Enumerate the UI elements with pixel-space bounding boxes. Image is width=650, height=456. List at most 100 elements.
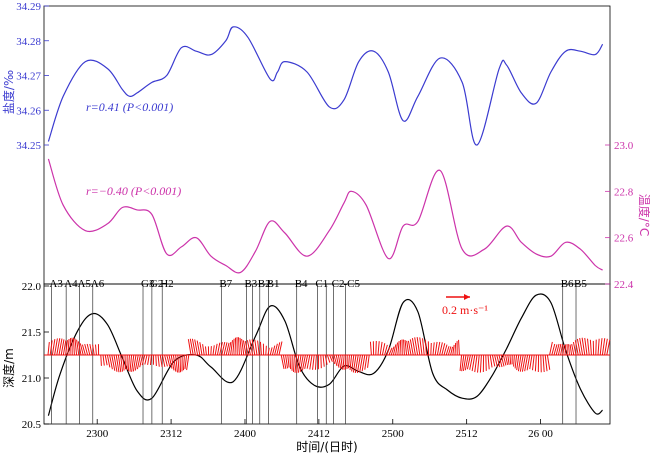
- current-vector: [113, 354, 118, 372]
- current-vector: [139, 354, 144, 368]
- current-vector: [479, 354, 482, 373]
- current-vector: [349, 354, 353, 371]
- current-vector: [411, 338, 416, 356]
- current-vector: [384, 344, 388, 356]
- current-vector: [555, 343, 560, 356]
- current-vector: [122, 354, 125, 371]
- current-vector: [584, 337, 588, 356]
- current-vector: [462, 354, 467, 372]
- current-vector: [109, 354, 113, 370]
- current-vector: [254, 339, 258, 356]
- event-label: B5: [574, 278, 587, 290]
- current-vector: [388, 347, 393, 356]
- current-vector: [149, 354, 152, 366]
- current-vector: [524, 354, 529, 372]
- current-vector: [516, 354, 520, 371]
- current-vector: [443, 344, 448, 356]
- current-vector: [168, 354, 173, 369]
- current-vector: [244, 340, 249, 356]
- salinity-tick-label: 34.29: [16, 1, 41, 13]
- current-vector: [422, 338, 425, 356]
- current-vector: [251, 339, 256, 356]
- current-vector: [106, 354, 111, 368]
- current-vector: [147, 354, 150, 365]
- current-vector: [299, 354, 304, 372]
- current-vector: [445, 346, 450, 356]
- current-vector: [381, 343, 386, 356]
- current-vector: [519, 354, 524, 372]
- current-vector: [227, 341, 232, 356]
- current-vector: [474, 354, 478, 373]
- current-vector: [219, 342, 223, 356]
- current-vector: [340, 354, 344, 370]
- temperature-tick-label: 22.6: [614, 233, 634, 245]
- current-vector: [507, 354, 510, 365]
- current-vector: [395, 342, 399, 356]
- current-vector: [509, 354, 512, 365]
- current-vector: [407, 340, 412, 356]
- event-label: B4: [295, 278, 308, 290]
- current-vector: [529, 354, 533, 370]
- current-vector: [102, 354, 105, 366]
- current-vector: [166, 354, 171, 367]
- current-vector: [84, 344, 89, 356]
- current-vector: [441, 343, 446, 356]
- current-vector: [599, 338, 603, 356]
- x-tick-label: 2512: [456, 428, 478, 440]
- current-vector: [161, 354, 166, 367]
- current-vector: [403, 339, 405, 356]
- x-tick-label: 2400: [234, 428, 257, 440]
- current-vector: [54, 338, 58, 356]
- current-vector: [392, 344, 397, 356]
- current-vector: [289, 354, 292, 370]
- salinity-tick-label: 34.28: [16, 36, 41, 48]
- current-vector: [159, 354, 163, 368]
- current-vector: [601, 338, 606, 356]
- current-vector: [76, 339, 80, 356]
- event-label: G3: [141, 278, 155, 290]
- current-vector: [496, 354, 501, 368]
- current-vector: [304, 354, 309, 369]
- event-label: A6: [91, 278, 105, 290]
- current-vector: [314, 354, 317, 370]
- current-vector: [517, 354, 522, 372]
- current-vector: [534, 354, 537, 372]
- current-vector: [60, 339, 65, 356]
- current-vector: [172, 354, 177, 372]
- current-vector: [293, 354, 295, 372]
- current-vector: [434, 341, 438, 356]
- current-vector: [361, 354, 366, 372]
- event-label: H2: [160, 278, 173, 290]
- current-vector: [324, 354, 328, 365]
- current-vector: [454, 342, 457, 356]
- temperature-axis-title: 温度/°C: [637, 194, 650, 236]
- current-vector: [157, 354, 160, 367]
- current-vector: [586, 338, 590, 356]
- event-label: -C5: [343, 278, 360, 290]
- current-vector: [155, 354, 157, 366]
- temperature-tick-label: 22.8: [614, 186, 634, 198]
- current-vector: [144, 354, 148, 365]
- salinity-axis-title: 盐度/‰: [1, 70, 16, 114]
- current-vector: [514, 354, 518, 369]
- current-vector: [329, 354, 333, 362]
- current-vector: [597, 338, 600, 356]
- current-vector: [477, 354, 480, 373]
- current-vector: [564, 344, 567, 356]
- event-label: A4: [64, 278, 78, 290]
- event-label: B7: [219, 278, 232, 290]
- current-vector: [237, 337, 240, 356]
- current-vector: [560, 344, 564, 356]
- current-vector: [344, 354, 347, 370]
- salinity-series-line: [47, 26, 604, 146]
- temperature-tick-label: 22.4: [614, 279, 634, 291]
- current-vector: [606, 339, 611, 356]
- current-vector: [542, 354, 545, 373]
- current-vector: [312, 354, 315, 370]
- current-vector: [526, 354, 531, 371]
- current-vector: [62, 340, 67, 356]
- event-label: B6: [561, 278, 574, 290]
- current-vector: [432, 342, 435, 356]
- current-vector: [487, 354, 490, 370]
- current-vector: [359, 354, 364, 373]
